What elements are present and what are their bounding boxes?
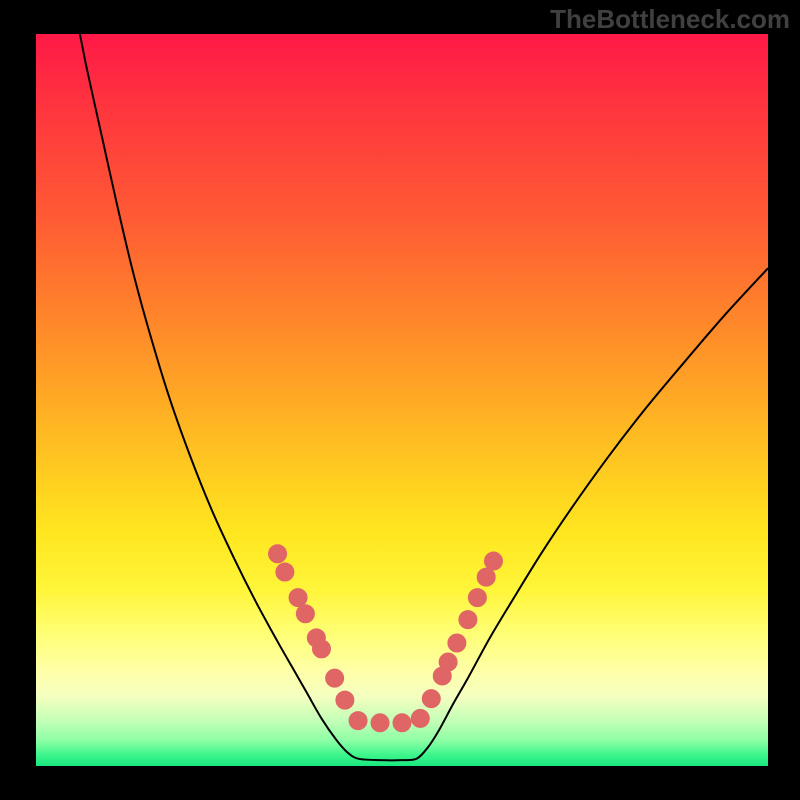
scatter-point [448,634,466,652]
scatter-point [276,563,294,581]
scatter-point [296,605,314,623]
scatter-point [439,653,457,671]
scatter-point [468,589,486,607]
plot-background [36,34,768,766]
scatter-point [269,545,287,563]
scatter-point [477,568,495,586]
scatter-point [289,589,307,607]
bottleneck-chart [0,0,800,800]
scatter-point [393,714,411,732]
scatter-point [485,552,503,570]
scatter-point [326,669,344,687]
scatter-point [422,690,440,708]
watermark-text: TheBottleneck.com [550,4,790,35]
scatter-point [349,712,367,730]
scatter-point [371,714,389,732]
scatter-point [336,691,354,709]
scatter-point [312,640,330,658]
scatter-point [459,611,477,629]
scatter-point [411,709,429,727]
